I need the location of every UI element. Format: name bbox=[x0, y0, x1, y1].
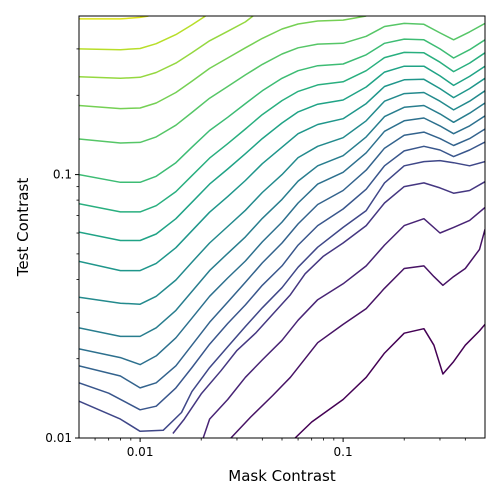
contour-line-16 bbox=[79, 16, 367, 110]
contour-line-4 bbox=[172, 181, 485, 434]
contour-line-7 bbox=[79, 128, 485, 389]
contour-lines bbox=[79, 16, 485, 438]
contour-line-11 bbox=[79, 77, 485, 272]
y-tick-label: 0.01 bbox=[45, 431, 72, 445]
contour-line-3 bbox=[202, 206, 485, 438]
contour-line-1 bbox=[294, 323, 485, 438]
contour-line-18 bbox=[79, 16, 206, 51]
contour-line-5 bbox=[79, 159, 485, 433]
y-axis-label: Test Contrast bbox=[14, 178, 32, 278]
contour-line-13 bbox=[79, 51, 485, 213]
contour-line-14 bbox=[79, 38, 485, 184]
contour-line-6 bbox=[79, 141, 485, 411]
contour-line-8 bbox=[79, 115, 485, 366]
contour-line-12 bbox=[79, 65, 485, 242]
contour-line-17 bbox=[79, 16, 254, 80]
contour-line-15 bbox=[79, 22, 485, 144]
axis-ticks: 0.01 0.1 0.01 0.1 bbox=[45, 48, 466, 459]
x-tick-label: 0.01 bbox=[127, 445, 154, 459]
contour-line-9 bbox=[79, 102, 485, 338]
contour-line-10 bbox=[79, 90, 485, 305]
x-axis-label: Mask Contrast bbox=[228, 467, 336, 485]
contour-line-2 bbox=[230, 229, 485, 438]
contour-line-19 bbox=[79, 16, 149, 20]
x-tick-label: 0.1 bbox=[334, 445, 353, 459]
y-tick-label: 0.1 bbox=[53, 168, 72, 182]
